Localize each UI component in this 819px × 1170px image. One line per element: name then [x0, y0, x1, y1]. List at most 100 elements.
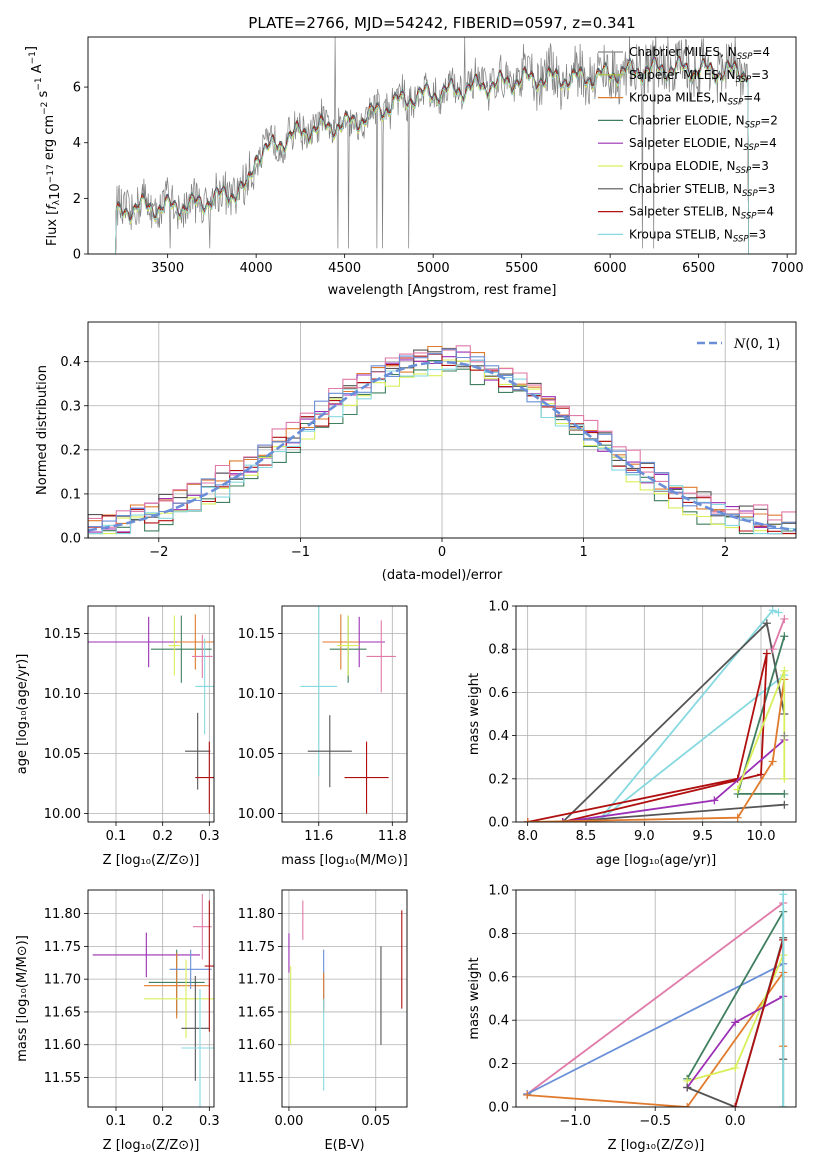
mass-weight-marker: [731, 1103, 740, 1107]
errorbar-point: [307, 715, 352, 788]
y-tick-label: 1.0: [488, 600, 509, 615]
x-tick-label: 6500: [682, 261, 715, 276]
x-axis-label: mass [log₁₀(M/M⊙)]: [281, 853, 408, 868]
age_vs_Z-frame: [87, 605, 215, 823]
y-tick-label: 11.60: [238, 1038, 275, 1053]
mass-weight-marker: [780, 632, 789, 641]
mass-weight-line: [527, 653, 768, 822]
x-axis-label: Z [log₁₀(Z/Z⊙)]: [608, 1138, 705, 1153]
errorbar-point: [366, 620, 396, 693]
errorbar-point: [322, 614, 360, 670]
mass-weight-marker: [768, 757, 777, 766]
mass-weight-marker: [733, 813, 742, 822]
x-tick-label: 9.5: [692, 829, 713, 844]
legend-entry: Kroupa MILES, NSSP=4: [629, 91, 761, 108]
x-tick-label: 0.0: [725, 1114, 746, 1129]
spectrum-axes: [84, 86, 788, 258]
y-tick-label: 0.1: [60, 487, 81, 502]
legend-entry: Salpeter STELIB, NSSP=4: [629, 205, 774, 222]
y-tick-label: 0.8: [488, 643, 509, 658]
y-tick-label: 6: [73, 81, 81, 96]
y-tick-label: 0.6: [488, 686, 509, 701]
errorbar-point: [337, 615, 360, 676]
errorbar-point: [204, 900, 214, 1032]
x-tick-label: 9.0: [634, 829, 655, 844]
residuals-frame: [87, 321, 797, 539]
x-axis-label: Z [log₁₀(Z/Z⊙)]: [103, 853, 200, 868]
y-tick-label: 11.80: [44, 907, 81, 922]
y-axis-label: age [log₁₀(age/yr)]: [15, 654, 30, 775]
mass_weight_vs_age-frame: [515, 605, 797, 823]
mass-weight-marker: [768, 606, 777, 615]
errorbar-point: [92, 932, 200, 978]
gaussian-curve: [88, 360, 796, 532]
x-tick-label: 7000: [771, 261, 804, 276]
y-tick-label: 11.70: [238, 973, 275, 988]
mass-weight-marker: [523, 1091, 532, 1100]
x-axis-label: E(B-V): [324, 1138, 364, 1153]
x-axis-label: age [log₁₀(age/yr)]: [596, 853, 717, 868]
y-tick-label: 0.0: [488, 1101, 509, 1116]
errorbar-point: [169, 949, 212, 989]
errorbar-point: [181, 988, 214, 1107]
y-tick-label: 0.6: [488, 970, 509, 985]
mass-weight-line: [597, 609, 785, 822]
y-tick-label: 11.55: [238, 1071, 275, 1086]
mass-weight-marker: [780, 666, 789, 675]
y-tick-label: 0.0: [60, 532, 81, 547]
legend-entry: Salpeter MILES, NSSP=3: [629, 68, 769, 85]
x-tick-label: 0.05: [361, 1114, 390, 1129]
mass-weight-marker: [558, 818, 567, 822]
y-tick-label: 0.2: [60, 443, 81, 458]
x-tick-label: −1.0: [559, 1114, 591, 1129]
x-tick-label: 0.2: [152, 829, 173, 844]
y-tick-label: 11.65: [238, 1005, 275, 1020]
y-tick-label: 0: [73, 248, 81, 263]
errorbar-point: [185, 712, 211, 790]
legend-entry: Chabrier ELODIE, NSSP=2: [629, 113, 778, 130]
legend-entry: Kroupa ELODIE, NSSP=3: [629, 159, 769, 176]
y-tick-label: 10.15: [238, 627, 275, 642]
mass-weight-marker: [780, 774, 789, 783]
y-tick-label: 10.15: [44, 627, 81, 642]
y-axis-label: Normed distribution: [35, 365, 50, 495]
y-tick-label: 10.05: [238, 747, 275, 762]
y-tick-label: 2: [73, 192, 81, 207]
mass-weight-marker: [762, 649, 771, 658]
errorbar-point: [195, 741, 214, 814]
chart-title: PLATE=2766, MJD=54242, FIBERID=0597, z=0…: [248, 14, 635, 32]
y-tick-label: 1.0: [488, 884, 509, 899]
mass-weight-marker: [774, 608, 783, 617]
x-axis-label: wavelength [Angstrom, rest frame]: [328, 283, 557, 298]
x-tick-label: 3500: [151, 261, 184, 276]
errorbar-point: [192, 634, 213, 678]
x-tick-label: 0.1: [106, 829, 127, 844]
y-tick-label: 11.75: [44, 940, 81, 955]
residuals-axes: [84, 322, 796, 542]
errorbar-point: [144, 952, 210, 1019]
y-tick-label: 11.70: [44, 973, 81, 988]
mass-weight-marker: [768, 645, 777, 654]
mass-weight-marker: [731, 1018, 740, 1027]
y-tick-label: 0.0: [488, 816, 509, 831]
mass_vs_Z-axes: [84, 890, 214, 1111]
y-tick-label: 0.4: [488, 729, 509, 744]
legend-entry: Chabrier STELIB, NSSP=3: [629, 182, 775, 199]
x-tick-label: 1: [579, 545, 587, 560]
x-axis-label: Z [log₁₀(Z/Z⊙)]: [103, 1138, 200, 1153]
errorbar-point: [344, 741, 389, 814]
y-tick-label: 0.8: [488, 927, 509, 942]
errorbar-point: [168, 615, 180, 676]
model-spectrum-line: [88, 57, 796, 254]
mass-weight-marker: [762, 619, 771, 628]
x-tick-label: −2: [149, 545, 168, 560]
y-tick-label: 0.2: [488, 1057, 509, 1072]
x-tick-label: 5500: [505, 261, 538, 276]
errorbar-point: [193, 893, 212, 960]
x-tick-label: 5000: [417, 261, 450, 276]
x-tick-label: 8.0: [517, 829, 538, 844]
y-tick-label: 11.65: [44, 1005, 81, 1020]
mass-weight-line: [527, 679, 786, 822]
errorbar-point: [151, 615, 212, 683]
y-tick-label: 4: [73, 136, 81, 151]
